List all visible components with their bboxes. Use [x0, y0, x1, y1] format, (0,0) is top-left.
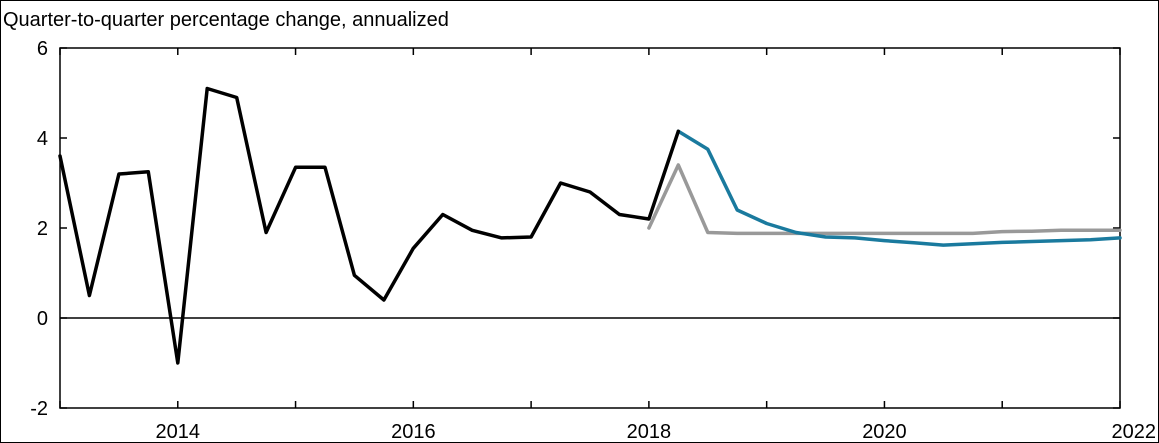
- series-line-2: [58, 86, 681, 365]
- x-tick-label: 2022: [1112, 421, 1157, 443]
- chart-title: Quarter-to-quarter percentage change, an…: [3, 9, 449, 31]
- series-group: [58, 86, 1122, 365]
- x-tick-label: 2014: [156, 421, 201, 443]
- x-tick-label: 2016: [391, 421, 436, 443]
- y-tick-label: 4: [37, 128, 48, 150]
- x-tick-label: 2020: [862, 421, 907, 443]
- y-tick-label: -2: [30, 398, 48, 420]
- series-line-0: [647, 163, 1122, 236]
- plot-area: [59, 47, 1121, 409]
- series-line-1: [676, 129, 1122, 247]
- x-tick-label: 2018: [627, 421, 672, 443]
- x-axis: 2014 2016 2018 2020 2022: [59, 48, 1157, 443]
- y-tick-label: 6: [37, 38, 48, 60]
- y-axis: -2 0 2 4 6: [30, 38, 1120, 420]
- y-tick-label: 0: [37, 308, 48, 330]
- y-tick-label: 2: [37, 218, 48, 240]
